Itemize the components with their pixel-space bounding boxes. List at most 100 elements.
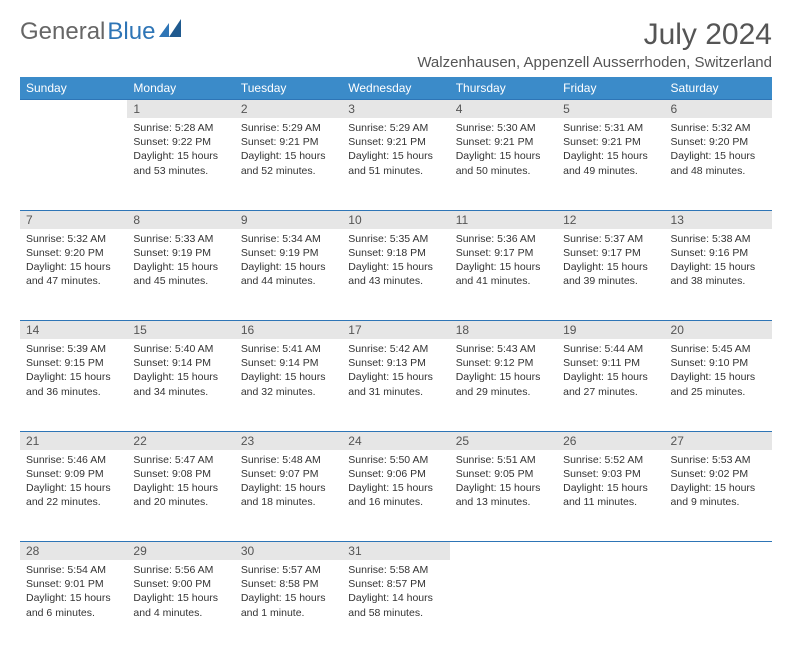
logo-icon (159, 18, 187, 46)
day-number-cell: 4 (450, 100, 557, 119)
daylight-text: Daylight: 15 hours and 47 minutes. (26, 260, 121, 288)
day-content-row: Sunrise: 5:39 AMSunset: 9:15 PMDaylight:… (20, 339, 772, 431)
day-number-cell: 20 (665, 321, 772, 340)
daylight-text: Daylight: 15 hours and 29 minutes. (456, 370, 551, 398)
daylight-text: Daylight: 15 hours and 53 minutes. (133, 149, 228, 177)
day-number-row: 78910111213 (20, 210, 772, 229)
day-number-cell: 31 (342, 542, 449, 561)
day-content-cell: Sunrise: 5:51 AMSunset: 9:05 PMDaylight:… (450, 450, 557, 542)
daylight-text: Daylight: 15 hours and 39 minutes. (563, 260, 658, 288)
day-content-cell (665, 560, 772, 652)
sunrise-text: Sunrise: 5:48 AM (241, 453, 336, 467)
weekday-header: Saturday (665, 77, 772, 100)
daylight-text: Daylight: 15 hours and 9 minutes. (671, 481, 766, 509)
sunrise-text: Sunrise: 5:42 AM (348, 342, 443, 356)
sunrise-text: Sunrise: 5:57 AM (241, 563, 336, 577)
logo: GeneralBlue (20, 18, 187, 46)
day-number-cell: 8 (127, 210, 234, 229)
sunset-text: Sunset: 9:20 PM (26, 246, 121, 260)
daylight-text: Daylight: 15 hours and 49 minutes. (563, 149, 658, 177)
sunrise-text: Sunrise: 5:37 AM (563, 232, 658, 246)
sunrise-text: Sunrise: 5:56 AM (133, 563, 228, 577)
sunset-text: Sunset: 9:16 PM (671, 246, 766, 260)
day-content-cell: Sunrise: 5:28 AMSunset: 9:22 PMDaylight:… (127, 118, 234, 210)
weekday-header: Wednesday (342, 77, 449, 100)
daylight-text: Daylight: 14 hours and 58 minutes. (348, 591, 443, 619)
day-content-cell: Sunrise: 5:47 AMSunset: 9:08 PMDaylight:… (127, 450, 234, 542)
day-number-cell: 27 (665, 431, 772, 450)
day-number-cell: 9 (235, 210, 342, 229)
day-content-cell: Sunrise: 5:30 AMSunset: 9:21 PMDaylight:… (450, 118, 557, 210)
day-number-cell: 17 (342, 321, 449, 340)
sunset-text: Sunset: 9:19 PM (133, 246, 228, 260)
weekday-header: Friday (557, 77, 664, 100)
day-content-cell: Sunrise: 5:50 AMSunset: 9:06 PMDaylight:… (342, 450, 449, 542)
day-content-cell: Sunrise: 5:37 AMSunset: 9:17 PMDaylight:… (557, 229, 664, 321)
sunset-text: Sunset: 8:57 PM (348, 577, 443, 591)
sunrise-text: Sunrise: 5:31 AM (563, 121, 658, 135)
sunrise-text: Sunrise: 5:44 AM (563, 342, 658, 356)
daylight-text: Daylight: 15 hours and 20 minutes. (133, 481, 228, 509)
day-content-cell (20, 118, 127, 210)
day-content-cell: Sunrise: 5:36 AMSunset: 9:17 PMDaylight:… (450, 229, 557, 321)
daylight-text: Daylight: 15 hours and 36 minutes. (26, 370, 121, 398)
header: GeneralBlue July 2024 Walzenhausen, Appe… (20, 18, 772, 71)
daylight-text: Daylight: 15 hours and 50 minutes. (456, 149, 551, 177)
day-content-cell: Sunrise: 5:34 AMSunset: 9:19 PMDaylight:… (235, 229, 342, 321)
sunset-text: Sunset: 9:09 PM (26, 467, 121, 481)
sunrise-text: Sunrise: 5:39 AM (26, 342, 121, 356)
sunrise-text: Sunrise: 5:46 AM (26, 453, 121, 467)
day-content-cell: Sunrise: 5:31 AMSunset: 9:21 PMDaylight:… (557, 118, 664, 210)
sunset-text: Sunset: 9:00 PM (133, 577, 228, 591)
day-content-cell: Sunrise: 5:39 AMSunset: 9:15 PMDaylight:… (20, 339, 127, 431)
day-content-cell: Sunrise: 5:46 AMSunset: 9:09 PMDaylight:… (20, 450, 127, 542)
day-content-row: Sunrise: 5:46 AMSunset: 9:09 PM Daylight:… (20, 450, 772, 542)
day-number-cell: 7 (20, 210, 127, 229)
sunset-text: Sunset: 9:21 PM (348, 135, 443, 149)
sunset-text: Sunset: 9:17 PM (456, 246, 551, 260)
day-number-cell: 2 (235, 100, 342, 119)
sunrise-text: Sunrise: 5:29 AM (348, 121, 443, 135)
day-number-row: 14151617181920 (20, 321, 772, 340)
day-content-cell: Sunrise: 5:33 AMSunset: 9:19 PMDaylight:… (127, 229, 234, 321)
day-number-cell: 11 (450, 210, 557, 229)
day-content-cell: Sunrise: 5:40 AMSunset: 9:14 PMDaylight:… (127, 339, 234, 431)
day-content-cell: Sunrise: 5:54 AMSunset: 9:01 PMDaylight:… (20, 560, 127, 652)
weekday-header: Thursday (450, 77, 557, 100)
day-content-row: Sunrise: 5:28 AMSunset: 9:22 PMDaylight:… (20, 118, 772, 210)
daylight-text: Daylight: 15 hours and 48 minutes. (671, 149, 766, 177)
daylight-text: Daylight: 15 hours and 34 minutes. (133, 370, 228, 398)
day-content-cell: Sunrise: 5:57 AMSunset: 8:58 PMDaylight:… (235, 560, 342, 652)
day-content-cell: Sunrise: 5:58 AMSunset: 8:57 PMDaylight:… (342, 560, 449, 652)
sunset-text: Sunset: 9:20 PM (671, 135, 766, 149)
sunset-text: Sunset: 9:12 PM (456, 356, 551, 370)
day-number-cell (20, 100, 127, 119)
day-number-cell: 19 (557, 321, 664, 340)
sunrise-text: Sunrise: 5:41 AM (241, 342, 336, 356)
day-number-cell: 1 (127, 100, 234, 119)
calendar-table: SundayMondayTuesdayWednesdayThursdayFrid… (20, 77, 772, 652)
sunset-text: Sunset: 9:10 PM (671, 356, 766, 370)
daylight-text: Daylight: 15 hours and 52 minutes. (241, 149, 336, 177)
sunrise-text: Sunrise: 5:53 AM (671, 453, 766, 467)
day-content-cell (450, 560, 557, 652)
sunrise-text: Sunrise: 5:28 AM (133, 121, 228, 135)
daylight-text: Daylight: 15 hours and 27 minutes. (563, 370, 658, 398)
title-block: July 2024 Walzenhausen, Appenzell Ausser… (417, 18, 772, 71)
sunset-text: Sunset: 9:18 PM (348, 246, 443, 260)
day-content-cell: Sunrise: 5:56 AMSunset: 9:00 PMDaylight:… (127, 560, 234, 652)
location: Walzenhausen, Appenzell Ausserrhoden, Sw… (417, 54, 772, 71)
logo-text-1: General (20, 18, 105, 46)
day-content-row: Sunrise: 5:32 AMSunset: 9:20 PMDaylight:… (20, 229, 772, 321)
day-number-cell: 23 (235, 431, 342, 450)
day-number-cell: 16 (235, 321, 342, 340)
sunrise-text: Sunrise: 5:52 AM (563, 453, 658, 467)
sunset-text: Sunset: 9:02 PM (671, 467, 766, 481)
day-content-cell: Sunrise: 5:53 AMSunset: 9:02 PMDaylight:… (665, 450, 772, 542)
logo-text-2: Blue (107, 18, 155, 46)
day-content-cell: Sunrise: 5:29 AMSunset: 9:21 PMDaylight:… (342, 118, 449, 210)
day-content-cell: Sunrise: 5:32 AMSunset: 9:20 PMDaylight:… (665, 118, 772, 210)
sunrise-text: Sunrise: 5:43 AM (456, 342, 551, 356)
sunrise-text: Sunrise: 5:51 AM (456, 453, 551, 467)
sunset-text: Sunset: 9:21 PM (563, 135, 658, 149)
